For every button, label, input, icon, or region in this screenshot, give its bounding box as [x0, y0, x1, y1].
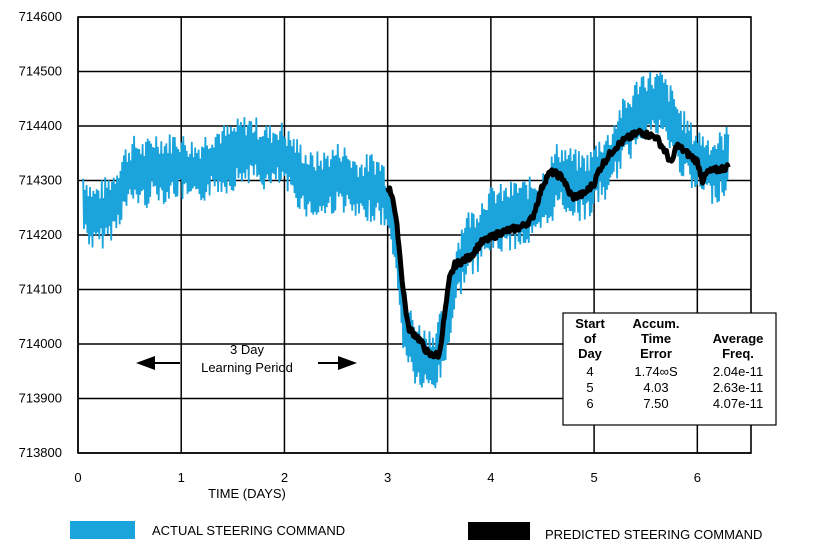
x-tick-label: 0	[74, 470, 81, 485]
legend: ACTUAL STEERING COMMAND PREDICTED STEERI…	[70, 521, 762, 542]
y-tick-label: 713800	[19, 445, 62, 460]
table-data-cell: 1.74∞S	[634, 364, 678, 379]
y-tick-labels: 713800 713900 714000 714100 714200 714300 7144…	[19, 9, 62, 460]
table-data-cell: 6	[586, 396, 593, 411]
legend-predicted-swatch	[468, 522, 530, 540]
table-header-cell: Freq.	[722, 346, 754, 361]
plot-frame	[77, 16, 752, 454]
table-header-cell: Start	[575, 316, 605, 331]
y-tick-label: 714400	[19, 118, 62, 133]
x-tick-label: 5	[590, 470, 597, 485]
y-tick-label: 714000	[19, 336, 62, 351]
table-header-cell: Error	[640, 346, 672, 361]
y-tick-label: 714100	[19, 282, 62, 297]
table-data-cell: 2.04e-11	[713, 364, 763, 379]
x-tick-label: 2	[281, 470, 288, 485]
table-header-cell: Time	[641, 331, 671, 346]
x-tick-label: 4	[487, 470, 494, 485]
table-data-cell: 7.50	[643, 396, 668, 411]
table-header-cell: Average	[713, 331, 764, 346]
x-axis-label: TIME (DAYS)	[208, 486, 286, 501]
table-header-cell: Accum.	[633, 316, 680, 331]
y-tick-label: 714200	[19, 227, 62, 242]
x-tick-label: 6	[694, 470, 701, 485]
annotation-line1: 3 Day	[230, 342, 264, 357]
annotation-left-arrowhead	[136, 356, 155, 370]
x-tick-label: 1	[178, 470, 185, 485]
table-data-cell: 2.63e-11	[713, 380, 763, 395]
annotation-right-arrowhead	[338, 356, 357, 370]
y-tick-label: 714500	[19, 64, 62, 79]
legend-actual-swatch	[70, 521, 135, 539]
predicted-steering-command-line	[385, 127, 731, 360]
x-tick-label: 3	[384, 470, 391, 485]
legend-predicted-label: PREDICTED STEERING COMMAND	[545, 527, 762, 542]
table-header-cell: of	[584, 331, 597, 346]
y-tick-label: 714600	[19, 9, 62, 24]
legend-actual-label: ACTUAL STEERING COMMAND	[152, 523, 345, 538]
x-tick-labels: 0 1 2 3 4 5 6	[74, 470, 701, 485]
y-tick-label: 713900	[19, 391, 62, 406]
annotation-line2: Learning Period	[201, 360, 293, 375]
y-tick-label: 714300	[19, 173, 62, 188]
table-header-cell: Day	[578, 346, 603, 361]
learning-period-annotation: 3 Day Learning Period	[136, 342, 357, 375]
table-data-cell: 5	[586, 380, 593, 395]
predicted-series-layer	[385, 127, 731, 360]
table-data-cell: 4	[586, 364, 593, 379]
table-data-cell: 4.07e-11	[713, 396, 763, 411]
table-data-cell: 4.03	[643, 380, 668, 395]
data-table-frame	[562, 312, 777, 426]
